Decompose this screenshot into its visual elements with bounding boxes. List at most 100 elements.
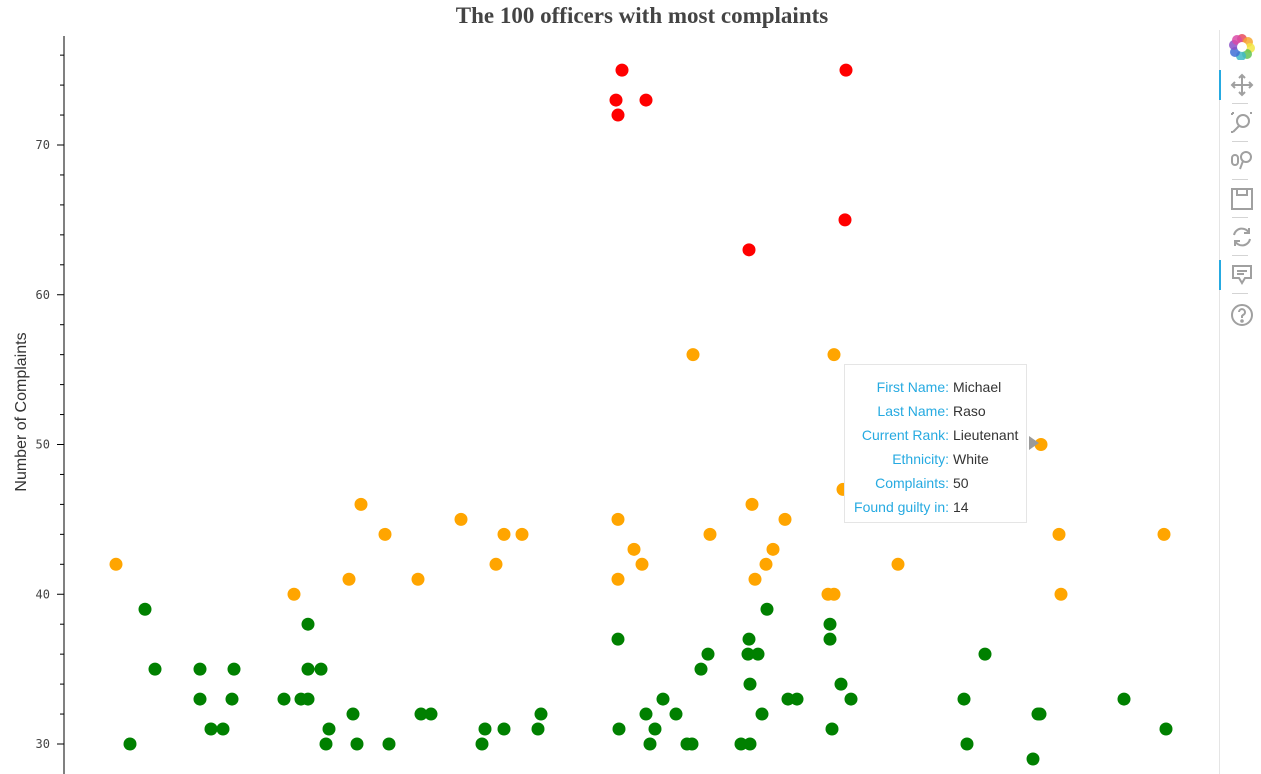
scatter-point[interactable] xyxy=(766,542,780,556)
scatter-point[interactable] xyxy=(1117,692,1131,706)
scatter-point[interactable] xyxy=(301,692,315,706)
scatter-point[interactable] xyxy=(825,722,839,736)
scatter-point[interactable] xyxy=(823,617,837,631)
scatter-point[interactable] xyxy=(639,93,653,107)
scatter-point[interactable] xyxy=(342,572,356,586)
scatter-point[interactable] xyxy=(382,737,396,751)
scatter-point[interactable] xyxy=(314,662,328,676)
scatter-point[interactable] xyxy=(1052,527,1066,541)
scatter-point[interactable] xyxy=(454,512,468,526)
scatter-point[interactable] xyxy=(611,572,625,586)
scatter-point[interactable] xyxy=(827,348,841,362)
scatter-point[interactable] xyxy=(1033,707,1047,721)
scatter-point[interactable] xyxy=(1159,722,1173,736)
scatter-point[interactable] xyxy=(635,557,649,571)
scatter-point[interactable] xyxy=(669,707,683,721)
scatter-point[interactable] xyxy=(322,722,336,736)
scatter-point[interactable] xyxy=(685,737,699,751)
scatter-point[interactable] xyxy=(957,692,971,706)
scatter-point[interactable] xyxy=(686,348,700,362)
scatter-point[interactable] xyxy=(1157,527,1171,541)
scatter-point[interactable] xyxy=(839,63,853,77)
scatter-point[interactable] xyxy=(748,572,762,586)
scatter-point[interactable] xyxy=(346,707,360,721)
scatter-point[interactable] xyxy=(742,243,756,257)
scatter-point[interactable] xyxy=(694,662,708,676)
scatter-point[interactable] xyxy=(193,662,207,676)
save-icon[interactable] xyxy=(1225,184,1259,214)
scatter-point[interactable] xyxy=(648,722,662,736)
scatter-point[interactable] xyxy=(745,497,759,511)
scatter-point[interactable] xyxy=(891,557,905,571)
scatter-point[interactable] xyxy=(639,707,653,721)
scatter-point[interactable] xyxy=(759,557,773,571)
scatter-point[interactable] xyxy=(287,587,301,601)
scatter-point[interactable] xyxy=(612,722,626,736)
scatter-point[interactable] xyxy=(424,707,438,721)
scatter-point[interactable] xyxy=(301,617,315,631)
pan-icon[interactable] xyxy=(1219,70,1259,100)
scatter-point[interactable] xyxy=(703,527,717,541)
scatter-point[interactable] xyxy=(827,587,841,601)
scatter-point[interactable] xyxy=(204,722,218,736)
scatter-point[interactable] xyxy=(319,737,333,751)
scatter-point[interactable] xyxy=(734,737,748,751)
hover-icon[interactable] xyxy=(1219,260,1259,290)
scatter-point[interactable] xyxy=(354,497,368,511)
scatter-point[interactable] xyxy=(138,602,152,616)
scatter-point[interactable] xyxy=(823,632,837,646)
scatter-point[interactable] xyxy=(411,572,425,586)
scatter-point[interactable] xyxy=(790,692,804,706)
scatter-point[interactable] xyxy=(627,542,641,556)
scatter-point[interactable] xyxy=(743,677,757,691)
scatter-point[interactable] xyxy=(760,602,774,616)
scatter-point[interactable] xyxy=(378,527,392,541)
scatter-point[interactable] xyxy=(216,722,230,736)
scatter-point[interactable] xyxy=(227,662,241,676)
wheel-zoom-icon[interactable] xyxy=(1225,146,1259,176)
bokeh-logo-icon[interactable] xyxy=(1225,32,1259,62)
scatter-point[interactable] xyxy=(497,722,511,736)
scatter-point[interactable] xyxy=(478,722,492,736)
scatter-point[interactable] xyxy=(643,737,657,751)
scatter-point[interactable] xyxy=(1054,587,1068,601)
scatter-point[interactable] xyxy=(781,692,795,706)
scatter-point[interactable] xyxy=(515,527,529,541)
scatter-point[interactable] xyxy=(615,63,629,77)
scatter-point[interactable] xyxy=(978,647,992,661)
scatter-point[interactable] xyxy=(225,692,239,706)
scatter-point[interactable] xyxy=(701,647,715,661)
scatter-point[interactable] xyxy=(611,108,625,122)
scatter-point[interactable] xyxy=(755,707,769,721)
scatter-point[interactable] xyxy=(414,707,428,721)
scatter-point[interactable] xyxy=(277,692,291,706)
scatter-point[interactable] xyxy=(778,512,792,526)
scatter-point[interactable] xyxy=(350,737,364,751)
scatter-point[interactable] xyxy=(193,692,207,706)
scatter-point[interactable] xyxy=(531,722,545,736)
scatter-point[interactable] xyxy=(301,662,315,676)
scatter-points[interactable] xyxy=(109,63,1173,766)
scatter-point[interactable] xyxy=(611,512,625,526)
scatter-point[interactable] xyxy=(123,737,137,751)
scatter-point[interactable] xyxy=(751,647,765,661)
scatter-point[interactable] xyxy=(834,677,848,691)
scatter-point[interactable] xyxy=(497,527,511,541)
scatter-point[interactable] xyxy=(742,632,756,646)
scatter-point[interactable] xyxy=(838,213,852,227)
scatter-point[interactable] xyxy=(741,647,755,661)
reset-icon[interactable] xyxy=(1225,222,1259,252)
scatter-point[interactable] xyxy=(489,557,503,571)
scatter-point[interactable] xyxy=(534,707,548,721)
scatter-point[interactable] xyxy=(960,737,974,751)
scatter-point[interactable] xyxy=(148,662,162,676)
plot-area[interactable]: 30 40 50 60 70 xyxy=(0,0,1219,774)
scatter-point[interactable] xyxy=(611,632,625,646)
scatter-point[interactable] xyxy=(743,737,757,751)
scatter-point[interactable] xyxy=(1026,752,1040,766)
scatter-point[interactable] xyxy=(656,692,670,706)
scatter-point[interactable] xyxy=(475,737,489,751)
scatter-point[interactable] xyxy=(609,93,623,107)
scatter-point[interactable] xyxy=(109,557,123,571)
box-zoom-icon[interactable] xyxy=(1225,108,1259,138)
